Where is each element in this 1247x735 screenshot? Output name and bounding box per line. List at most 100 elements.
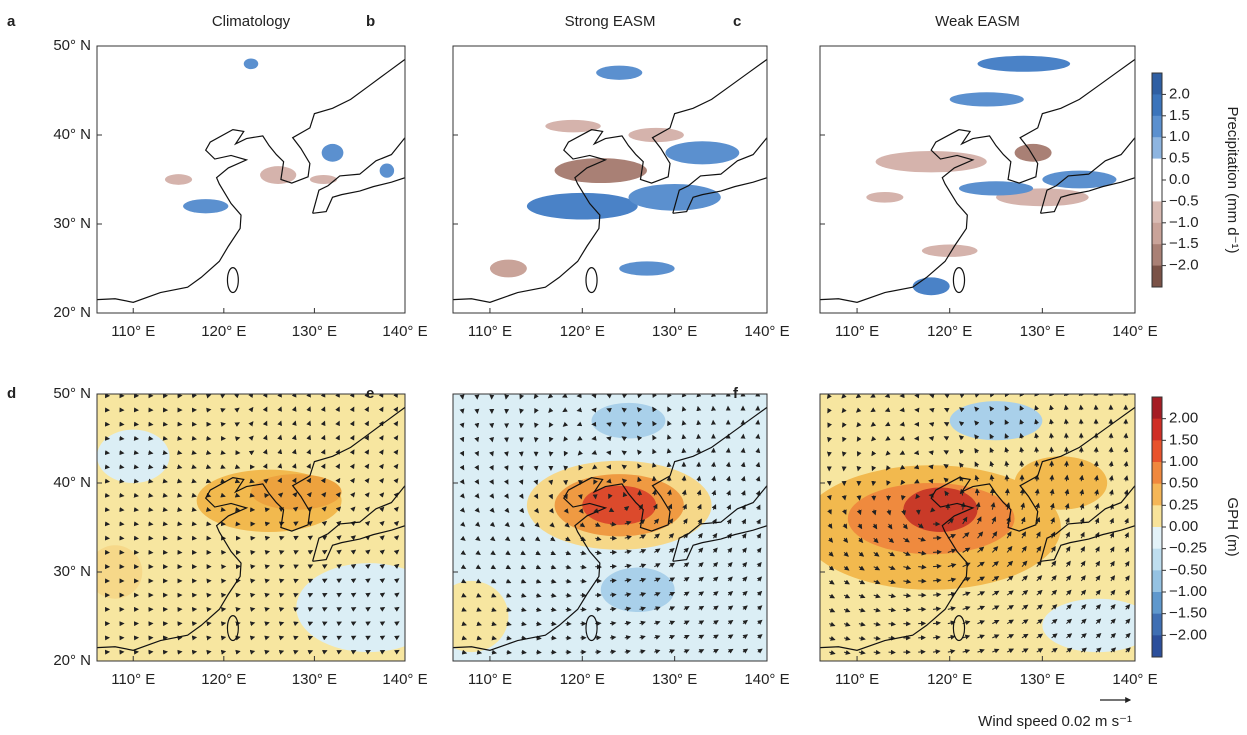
wind-arrow [533, 437, 539, 443]
map-frame [96, 393, 406, 662]
field-blob [600, 567, 675, 613]
wind-arrow [249, 592, 256, 598]
wind-arrow [490, 578, 497, 584]
wind-arrow [293, 521, 299, 527]
wind-arrow [277, 406, 282, 412]
wind-arrow [1079, 503, 1085, 510]
wind-arrow [1004, 460, 1010, 468]
wind-arrow [162, 464, 168, 470]
wind-arrow [1063, 418, 1069, 425]
wind-arrow [249, 621, 256, 627]
wind-arrow [873, 635, 881, 641]
lon-label: 140° E [744, 671, 789, 688]
wind-arrow [756, 533, 762, 539]
wind-arrow [915, 509, 921, 515]
wind-arrow [459, 507, 466, 513]
wind-arrow [1065, 546, 1071, 553]
wind-arrow [548, 479, 554, 486]
wind-arrow [474, 422, 480, 429]
wind-arrow [350, 535, 356, 541]
wind-arrow [991, 531, 998, 539]
wind-arrow [1036, 589, 1043, 596]
wind-arrow [474, 464, 479, 471]
wind-arrow [292, 506, 299, 512]
field-blob [1042, 598, 1135, 653]
wind-arrow [321, 492, 327, 498]
wind-arrow [336, 635, 343, 641]
wind-arrow [654, 635, 661, 640]
wind-arrow [1021, 648, 1029, 653]
wind-arrow [563, 493, 568, 500]
wind-arrow [637, 476, 642, 483]
wind-arrow [220, 492, 226, 498]
wind-arrow [827, 537, 834, 543]
wind-arrow [1019, 419, 1025, 425]
wind-arrow [565, 550, 572, 556]
wind-arrow [962, 634, 971, 640]
wind-arrow [1110, 632, 1116, 639]
wind-arrow [1036, 575, 1043, 582]
wind-arrow [977, 591, 986, 596]
wind-arrow [133, 478, 139, 484]
lon-label: 140° E [382, 671, 427, 688]
wind-arrow [475, 564, 482, 570]
coastline [312, 136, 405, 214]
wind-arrow [1049, 488, 1055, 496]
wind-arrow [379, 606, 386, 612]
wind-arrow [651, 462, 657, 468]
wind-arrow [727, 576, 733, 582]
wind-arrow [322, 593, 328, 598]
wind-arrow [1051, 560, 1057, 567]
wind-arrow [191, 464, 197, 470]
wind-arrow [1095, 560, 1101, 567]
wind-arrow [943, 477, 949, 483]
wind-arrow [1124, 589, 1130, 596]
wind-arrow [1108, 489, 1114, 496]
wind-arrow [306, 491, 312, 498]
wind-arrow [842, 523, 848, 530]
wind-arrow [365, 592, 371, 598]
wind-key-label: Wind speed 0.02 m s⁻¹ [978, 713, 1132, 730]
wind-arrow [606, 436, 612, 442]
wind-arrow [336, 650, 342, 655]
wind-arrow [1006, 575, 1014, 582]
wind-arrow [250, 564, 256, 570]
wind-arrow [476, 649, 483, 655]
wind-arrow [320, 420, 326, 427]
wind-arrow [915, 493, 921, 500]
wind-arrow [235, 635, 241, 641]
wind-arrow [474, 450, 479, 457]
wind-arrow [393, 549, 400, 555]
wind-arrow [350, 621, 357, 627]
wind-arrow [683, 649, 690, 654]
wind-arrow [234, 422, 240, 427]
wind-arrow [263, 478, 269, 484]
wind-arrow [321, 578, 328, 584]
wind-arrow [148, 492, 154, 498]
wind-arrow [320, 406, 326, 412]
wind-arrow [394, 592, 400, 598]
wind-arrow [521, 592, 527, 598]
wind-arrow [503, 493, 509, 499]
wind-arrow [320, 463, 326, 470]
wind-arrow [162, 450, 168, 455]
wind-arrow [533, 493, 539, 500]
wind-arrow [306, 463, 311, 469]
wind-arrow [1019, 460, 1025, 468]
wind-arrow [827, 407, 832, 414]
coastline [97, 406, 405, 651]
wind-arrow [740, 475, 746, 482]
wind-arrow [550, 592, 557, 598]
wind-arrow [460, 578, 467, 584]
wind-arrow [562, 421, 569, 427]
wind-arrow [756, 576, 763, 582]
wind-arrow [535, 550, 541, 556]
wind-arrow [578, 508, 584, 514]
wind-arrow [459, 493, 465, 499]
wind-arrow [349, 406, 355, 413]
wind-arrow [518, 493, 524, 499]
lat-label: 20° N [53, 652, 91, 669]
wind-arrow [1110, 604, 1116, 610]
wind-arrow [1019, 488, 1025, 496]
wind-arrow [565, 592, 572, 598]
